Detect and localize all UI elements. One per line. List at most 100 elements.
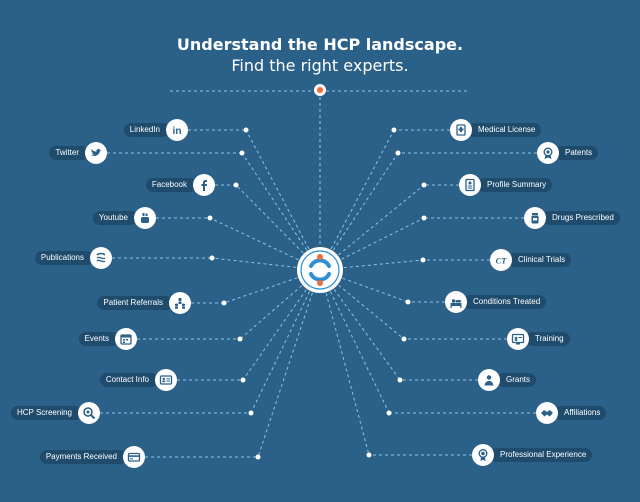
node-profile-summary[interactable]: Profile Summary	[459, 174, 640, 196]
node-training[interactable]: Training	[507, 328, 640, 350]
experience-icon	[472, 444, 494, 466]
junction-dot	[243, 127, 249, 133]
junction-dot	[240, 377, 246, 383]
spoke-line	[242, 269, 321, 381]
spoke-line	[319, 269, 409, 303]
grants-icon	[478, 369, 500, 391]
patent-icon	[537, 142, 559, 164]
payment-card-icon	[123, 446, 145, 468]
license-icon	[450, 119, 472, 141]
junction-dot	[233, 182, 239, 188]
twitter-icon	[85, 142, 107, 164]
node-label: Patient Referrals	[97, 296, 173, 310]
spoke-line	[319, 269, 370, 456]
hub-arc-top	[309, 258, 331, 268]
spoke-line	[319, 259, 424, 271]
conditions-icon	[445, 291, 467, 313]
spoke-line	[245, 129, 321, 271]
node-hcp-screening[interactable]: HCP Screening	[0, 402, 100, 424]
node-label: Twitter	[49, 146, 89, 160]
junction-dot	[401, 336, 407, 342]
node-label: Events	[78, 332, 119, 346]
spoke-line	[319, 184, 425, 271]
node-medical-license[interactable]: Medical License	[450, 119, 640, 141]
node-label: LinkedIn	[123, 123, 170, 137]
junction-dot	[405, 299, 411, 305]
node-patents[interactable]: Patents	[537, 142, 640, 164]
junction-dot	[209, 255, 215, 261]
profile-icon	[459, 174, 481, 196]
node-conditions-treated[interactable]: Conditions Treated	[445, 291, 640, 313]
node-label: Grants	[496, 373, 537, 387]
junction-dot	[397, 377, 403, 383]
svg-text:CT: CT	[496, 256, 508, 266]
referrals-icon	[169, 292, 191, 314]
node-payments-received[interactable]: Payments Received	[0, 446, 145, 468]
node-youtube[interactable]: Youtube	[0, 207, 156, 229]
svg-text:in: in	[173, 126, 182, 137]
node-events[interactable]: Events	[0, 328, 137, 350]
hub-dot-bottom	[317, 280, 323, 286]
node-publications[interactable]: Publications	[0, 247, 112, 269]
spoke-line	[223, 269, 321, 304]
junction-dot	[255, 454, 261, 460]
node-label: Contact Info	[99, 373, 159, 387]
node-label: Patents	[555, 146, 599, 160]
hub-outer-ring	[297, 247, 343, 293]
node-contact-info[interactable]: Contact Info	[0, 369, 177, 391]
node-label: Affiliations	[554, 406, 607, 420]
junction-dot	[395, 150, 401, 156]
node-label: HCP Screening	[11, 406, 82, 420]
spoke-line	[319, 269, 401, 381]
clinical-trials-icon: CT	[490, 249, 512, 271]
node-label: Conditions Treated	[463, 295, 547, 309]
node-label: Clinical Trials	[508, 253, 572, 267]
junction-dot	[207, 215, 213, 221]
node-label: Payments Received	[39, 450, 127, 464]
node-label: Youtube	[92, 211, 138, 225]
headline: Understand the HCP landscape. Find the r…	[0, 34, 640, 76]
headline-line2: Find the right experts.	[231, 56, 409, 75]
node-label: Training	[525, 332, 570, 346]
junction-dot	[366, 452, 372, 458]
junction-dot	[237, 336, 243, 342]
spoke-line	[319, 269, 390, 414]
handshake-icon	[536, 402, 558, 424]
junction-dot	[239, 150, 245, 156]
junction-dot	[221, 300, 227, 306]
node-clinical-trials[interactable]: Clinical Trials CT	[490, 249, 640, 271]
node-label: Publications	[34, 251, 94, 265]
node-grants[interactable]: Grants	[478, 369, 640, 391]
spoke-line	[319, 129, 395, 271]
youtube-icon	[134, 207, 156, 229]
junction-dot	[421, 182, 427, 188]
screening-icon	[78, 402, 100, 424]
junction-dot	[391, 127, 397, 133]
central-hub	[297, 247, 343, 293]
node-label: Medical License	[468, 123, 542, 137]
node-drugs-prescribed[interactable]: Drugs Prescribed	[524, 207, 640, 229]
node-label: Professional Experience	[490, 448, 593, 462]
node-facebook[interactable]: Facebook	[0, 174, 215, 196]
linkedin-icon: in	[166, 119, 188, 141]
junction-dot	[420, 257, 426, 263]
node-affiliations[interactable]: Affiliations	[536, 402, 640, 424]
training-icon	[507, 328, 529, 350]
spoke-line	[250, 269, 321, 414]
node-linkedin[interactable]: LinkedIn in	[0, 119, 188, 141]
node-patient-referrals[interactable]: Patient Referrals	[0, 292, 191, 314]
spoke-line	[257, 269, 321, 458]
node-label: Profile Summary	[477, 178, 553, 192]
contact-card-icon	[155, 369, 177, 391]
drugs-icon	[524, 207, 546, 229]
headline-line1: Understand the HCP landscape.	[176, 35, 464, 54]
node-professional-experience[interactable]: Professional Experience	[472, 444, 640, 466]
top-pin-center	[317, 87, 323, 93]
node-twitter[interactable]: Twitter	[0, 142, 107, 164]
facebook-icon	[193, 174, 215, 196]
node-label: Drugs Prescribed	[542, 211, 620, 225]
publications-icon	[90, 247, 112, 269]
junction-dot	[421, 215, 427, 221]
